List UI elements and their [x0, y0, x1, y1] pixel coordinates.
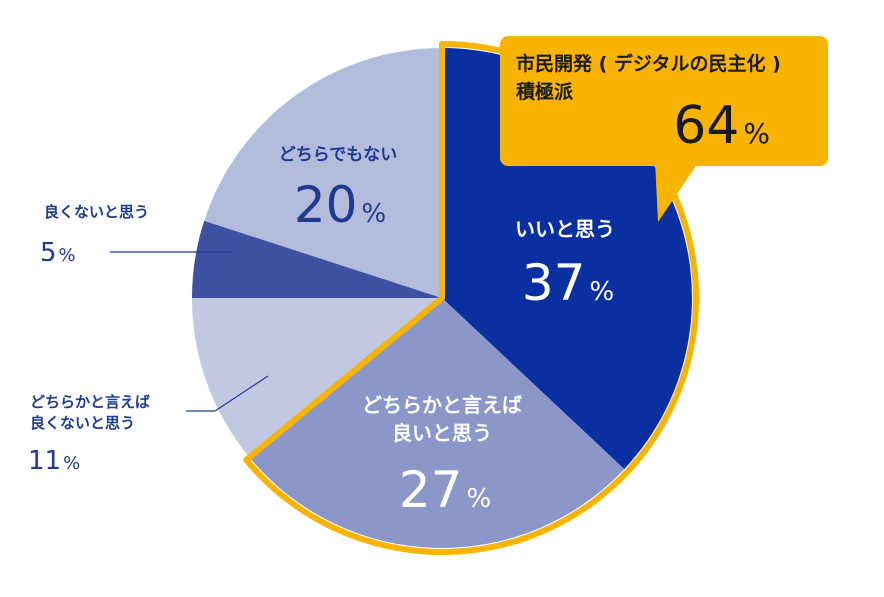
unit-not-good: % [58, 245, 76, 266]
value-rather-not-good: 11 [28, 446, 62, 476]
label-rather-good-line1: どちらかと言えば [362, 393, 522, 417]
leader-line-rather-not-good-diag [214, 375, 269, 412]
slice-rather-not-good [192, 298, 442, 458]
callout-tail [655, 160, 700, 222]
pct-not-good: 5% [40, 238, 76, 271]
label-not-good: 良くないと思う [44, 203, 150, 221]
slice-not-good [192, 220, 442, 298]
callout-title: 市民開発 ( デジタルの民主化 ) 積極派 [516, 50, 781, 106]
callout-percentage: 64% [673, 98, 770, 162]
label-good: いいと思う [515, 217, 615, 241]
callout-unit: % [743, 117, 770, 150]
label-rather-not-good: どちらかと言えば 良くないと思う [30, 392, 150, 434]
label-neutral: どちらでもない [279, 145, 398, 165]
unit-rather-not-good: % [63, 453, 81, 474]
callout-title-line2: 積極派 [516, 81, 574, 103]
callout-value: 64 [673, 96, 740, 156]
highlight-callout: 市民開発 ( デジタルの民主化 ) 積極派 64% [500, 36, 828, 166]
slice-rather-good [249, 298, 625, 548]
pct-rather-not-good: 11% [28, 446, 80, 479]
label-rather-not-good-line2: 良くないと思う [30, 414, 136, 432]
callout-title-line1: 市民開発 ( デジタルの民主化 ) [516, 53, 781, 75]
label-rather-not-good-line1: どちらかと言えば [30, 393, 151, 411]
label-rather-good-line2: 良いと思う [392, 421, 492, 445]
pct-rather-good: 27% [399, 461, 491, 519]
pct-good: 37% [522, 254, 614, 312]
value-not-good: 5 [40, 238, 57, 268]
pct-neutral: 20% [294, 176, 386, 234]
slice-neutral [204, 48, 442, 298]
